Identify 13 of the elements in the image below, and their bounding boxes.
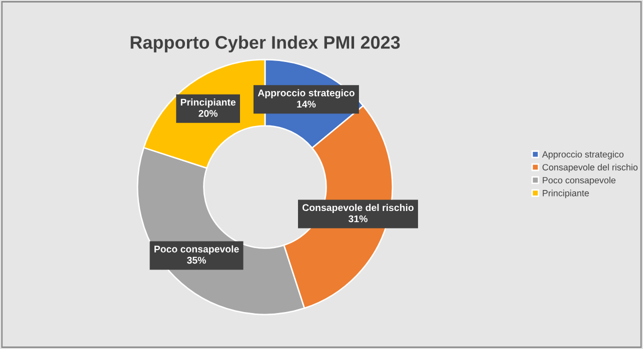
data-label: 14%: [297, 100, 316, 108]
legend-label: Principiante: [542, 190, 589, 198]
chart-title: Rapporto Cyber Index PMI 2023: [130, 36, 400, 52]
legend-label: Approccio strategico: [542, 150, 624, 160]
legend-label: Poco consapevole: [542, 176, 616, 186]
data-label: 20%: [198, 110, 218, 117]
data-label: 31%: [348, 215, 368, 222]
slice-label: Poco consapevole: [154, 245, 239, 254]
slice-label: Principiante: [180, 98, 236, 108]
data-label: 35%: [187, 256, 206, 264]
slice-label: Approccio strategico: [258, 89, 354, 98]
slice-label: Consapevole del rischio: [302, 204, 414, 213]
legend-label: Consapevole del rischio: [542, 164, 638, 172]
